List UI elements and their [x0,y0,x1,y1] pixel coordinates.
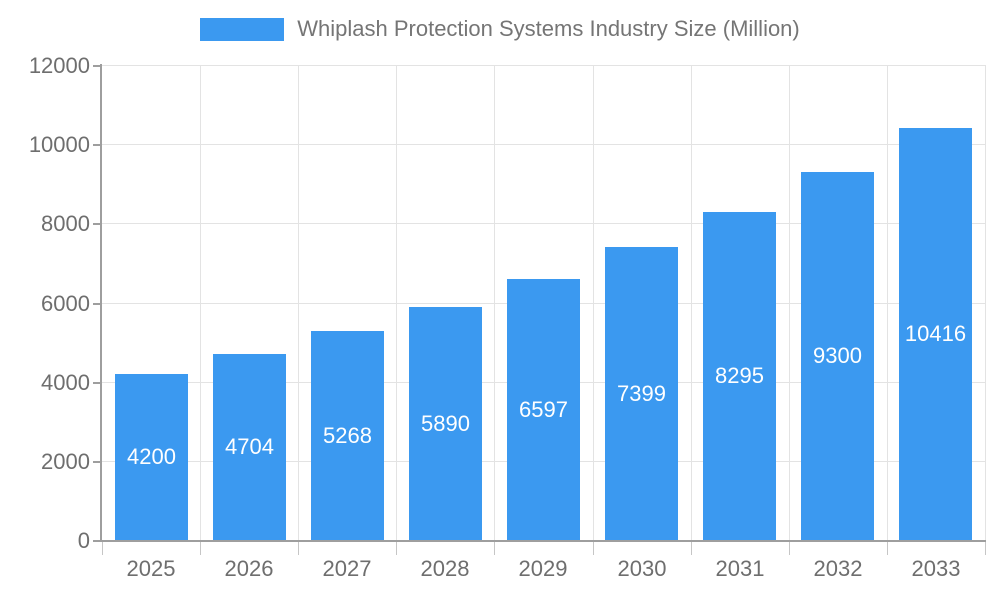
bar-2032: 9300 [801,172,874,540]
x-axis-tick-label: 2030 [617,556,667,581]
y-axis-tick-label: 0 [77,528,90,553]
bar-value-label: 8295 [715,363,764,388]
y-axis-tick-label: 12000 [28,53,90,78]
bar-value-label: 4200 [127,444,176,469]
y-axis-tick [93,303,102,305]
x-axis-line [95,540,986,542]
bar-2028: 5890 [409,307,482,540]
bar-2029: 6597 [507,279,580,540]
x-axis-tick [102,542,103,555]
y-axis-tick [93,144,102,146]
x-axis-tick-label: 2025 [126,556,176,581]
x-axis-tick-label: 2028 [420,556,470,581]
y-axis-tick [93,461,102,463]
bar-2025: 4200 [115,374,188,540]
h-gridline [102,223,985,224]
x-axis-tick-label: 2026 [224,556,274,581]
x-axis-tick [298,542,299,555]
legend-label: Whiplash Protection Systems Industry Siz… [297,16,800,41]
y-axis-tick-label: 10000 [28,132,90,157]
v-gridline [494,65,495,540]
x-axis-tick-label: 2029 [518,556,568,581]
bar-value-label: 4704 [225,434,274,459]
x-axis-tick-label: 2032 [813,556,863,581]
v-gridline [789,65,790,540]
bar-value-label: 6597 [519,396,568,422]
x-axis-tick [200,542,201,555]
x-axis-tick [691,542,692,555]
legend-swatch [200,17,285,41]
y-axis-line [100,64,102,541]
v-gridline [200,65,201,540]
y-axis-tick-label: 2000 [41,449,90,474]
x-axis-tick-label: 2033 [911,556,961,581]
v-gridline [396,65,397,540]
x-axis-tick [789,542,790,555]
v-gridline [593,65,594,540]
y-axis-tick-label: 8000 [41,211,90,236]
y-axis-tick-label: 4000 [41,370,90,395]
x-axis-tick-label: 2027 [322,556,372,581]
y-axis-tick [93,382,102,384]
y-axis-tick-label: 6000 [41,291,90,316]
bar-2033: 10416 [899,128,972,540]
v-gridline [887,65,888,540]
v-gridline [298,65,299,540]
bar-2027: 5268 [311,331,384,540]
bar-2031: 8295 [703,212,776,540]
x-axis-tick [494,542,495,555]
x-axis-tick [985,542,986,555]
bar-value-label: 7399 [617,380,666,406]
x-axis-tick [887,542,888,555]
bar-value-label: 10416 [904,321,967,346]
x-axis-tick-label: 2031 [715,556,765,581]
h-gridline [102,144,985,145]
plot-area: 4200 4704 5268 5890 6597 7399 8295 9300 10416 [102,65,986,540]
x-axis-tick [396,542,397,555]
v-gridline [691,65,692,540]
y-axis-tick [93,223,102,225]
bar-2030: 7399 [605,247,678,540]
bar-2026: 4704 [213,354,286,540]
bar-value-label: 5890 [421,410,470,436]
bar-value-label: 9300 [813,343,862,368]
x-axis-tick [593,542,594,555]
legend: Whiplash Protection Systems Industry Siz… [0,16,1000,42]
y-axis-tick [93,65,102,67]
y-axis-tick [93,540,102,542]
v-gridline [985,65,986,540]
bar-value-label: 5268 [323,422,372,448]
h-gridline [102,65,985,66]
